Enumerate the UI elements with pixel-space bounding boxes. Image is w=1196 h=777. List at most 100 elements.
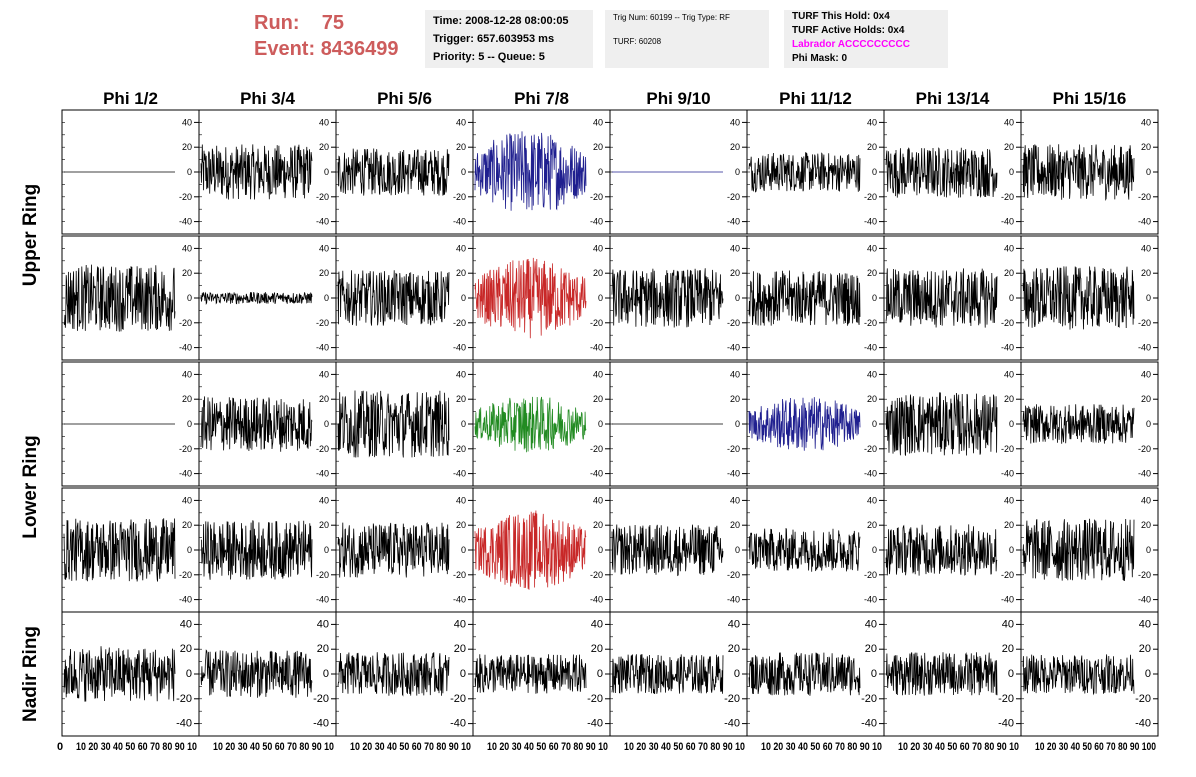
- y-tick-label: 0: [598, 167, 603, 177]
- waveform-panel: -40 -20 0 20 40: [198, 235, 337, 361]
- y-tick-label: 40: [593, 369, 603, 379]
- y-tick-label: -20: [316, 192, 329, 202]
- y-tick-label: -40: [998, 718, 1014, 730]
- y-tick-label: 20: [182, 394, 192, 404]
- y-tick-label: 20: [1004, 394, 1014, 404]
- waveform-panel: -40 -20 0 20 40: [609, 487, 748, 613]
- y-tick-label: -20: [590, 192, 603, 202]
- x-tick-label: 0: [57, 741, 63, 753]
- y-tick-label: 20: [867, 520, 877, 530]
- y-tick-label: 40: [319, 495, 329, 505]
- waveform-panel: -40 -20 0 20 40: [472, 235, 611, 361]
- y-tick-label: 40: [865, 618, 877, 630]
- waveform-trace: [200, 649, 313, 698]
- waveform-trace: [611, 654, 724, 695]
- y-tick-label: -20: [316, 318, 329, 328]
- y-tick-label: -20: [1001, 192, 1014, 202]
- y-tick-label: 20: [454, 643, 466, 655]
- y-tick-label: -40: [1001, 469, 1014, 479]
- waveform-panel: -40 -20 0 20 40: [1020, 109, 1159, 235]
- waveform-trace: [1022, 654, 1135, 696]
- y-tick-label: 20: [593, 268, 603, 278]
- y-tick-label: 0: [1146, 293, 1151, 303]
- column-header: Phi 9/10: [646, 89, 710, 108]
- waveform-trace: [337, 390, 450, 458]
- y-tick-label: 40: [1141, 495, 1151, 505]
- waveform-trace: [200, 520, 313, 580]
- y-tick-label: 40: [319, 369, 329, 379]
- x-tick-label: 10 20 30 40 50 60 70 80 90 10: [487, 741, 608, 753]
- y-tick-label: -20: [727, 444, 740, 454]
- panel-frame: [198, 235, 337, 361]
- y-tick-label: -20: [864, 318, 877, 328]
- waveform-panel: -40 -20 0 20 40: [746, 487, 885, 613]
- waveform-panel: -40 -20 0 20 40: [198, 361, 337, 487]
- waveform-panel: -40 -20 0 20 40: [609, 611, 748, 737]
- y-tick-label: 40: [182, 243, 192, 253]
- y-tick-label: 0: [1146, 167, 1151, 177]
- y-tick-label: -20: [590, 444, 603, 454]
- phi-mask-text: Phi Mask: 0: [792, 53, 848, 64]
- y-tick-label: 40: [593, 243, 603, 253]
- waveform-trace: [1022, 144, 1135, 201]
- y-tick-label: 0: [598, 545, 603, 555]
- y-tick-label: 20: [1004, 268, 1014, 278]
- waveform-panel: -40 -20 0 20 40: [61, 361, 200, 487]
- y-tick-label: 20: [182, 142, 192, 152]
- waveform-panel: -40 -20 0 20 40: [746, 361, 885, 487]
- waveform-panel: -40 -20 0 20 40: [198, 109, 337, 235]
- y-tick-label: -40: [1138, 595, 1151, 605]
- waveform-panel: -40 -20 0 20 40: [472, 487, 611, 613]
- waveform-trace: [748, 270, 861, 326]
- y-tick-label: 20: [456, 394, 466, 404]
- row-group-label: Upper Ring: [20, 184, 41, 286]
- y-tick-label: -20: [1001, 318, 1014, 328]
- y-tick-label: 40: [319, 117, 329, 127]
- y-tick-label: -20: [1138, 318, 1151, 328]
- waveform-panel: -40 -20 0 20 40: [1020, 235, 1159, 361]
- y-tick-label: -40: [179, 469, 192, 479]
- panel-frame: [335, 109, 474, 235]
- y-tick-label: -40: [316, 343, 329, 353]
- y-tick-label: 20: [456, 520, 466, 530]
- y-tick-label: 40: [456, 369, 466, 379]
- y-tick-label: 0: [734, 668, 740, 680]
- y-tick-label: 40: [867, 243, 877, 253]
- y-tick-label: 0: [872, 293, 877, 303]
- y-tick-label: 0: [324, 167, 329, 177]
- waveform-trace: [63, 518, 176, 582]
- y-tick-label: 0: [1009, 293, 1014, 303]
- y-tick-label: 40: [1004, 369, 1014, 379]
- waveform-panel: -40 -20 0 20 40: [883, 361, 1022, 487]
- waveform-trace: [611, 524, 724, 577]
- y-tick-label: -20: [453, 444, 466, 454]
- y-tick-label: 20: [319, 268, 329, 278]
- turf-this-hold-text: TURF This Hold: 0x4: [792, 11, 890, 22]
- waveform-trace: [474, 396, 587, 453]
- waveform-trace: [200, 144, 313, 200]
- y-tick-label: 20: [1141, 520, 1151, 530]
- turf-info-box: TURF This Hold: 0x4 TURF Active Holds: 0…: [784, 10, 948, 68]
- y-tick-label: 20: [180, 643, 192, 655]
- y-tick-label: 40: [1002, 618, 1014, 630]
- column-header: Phi 5/6: [377, 89, 432, 108]
- y-tick-label: -20: [453, 318, 466, 328]
- y-tick-label: -40: [316, 217, 329, 227]
- y-tick-label: 0: [735, 545, 740, 555]
- y-tick-label: -40: [1135, 718, 1151, 730]
- y-tick-label: 20: [591, 643, 603, 655]
- waveform-panel: -40 -20 0 20 40: [61, 109, 200, 235]
- waveform-trace: [474, 257, 587, 339]
- y-tick-label: -20: [861, 693, 877, 705]
- y-tick-label: 0: [872, 545, 877, 555]
- waveform-trace: [1022, 518, 1135, 581]
- y-tick-label: 40: [1004, 117, 1014, 127]
- waveform-panel: -40 -20 0 20 40: [198, 611, 337, 737]
- waveform-panel: -40 -20 0 20 40: [609, 109, 748, 235]
- turf-text: TURF: 60208: [613, 37, 662, 46]
- y-tick-label: -40: [179, 343, 192, 353]
- y-tick-label: 20: [1141, 394, 1151, 404]
- y-tick-label: -20: [179, 318, 192, 328]
- waveform-panel: -40 -20 0 20 40: [472, 611, 611, 737]
- priority-text: Priority: 5 -- Queue: 5: [433, 51, 545, 63]
